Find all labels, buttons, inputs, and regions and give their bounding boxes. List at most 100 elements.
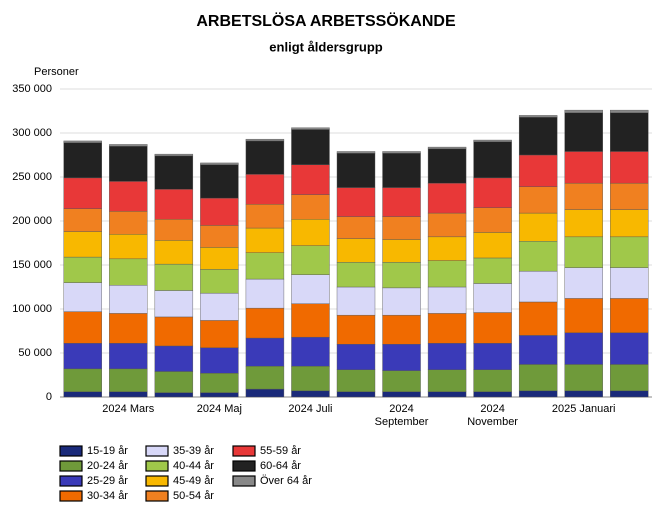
bar-segment: [610, 209, 649, 238]
bar-segment: [382, 391, 421, 398]
bar-segment: [200, 197, 239, 226]
y-tick-label: 250 000: [12, 171, 52, 183]
bar-segment: [382, 216, 421, 240]
bar-segment: [518, 154, 558, 187]
bar-segment: [63, 142, 102, 179]
bar-segment: [382, 370, 421, 392]
bar-segment: [382, 314, 421, 345]
bar-segment: [109, 391, 148, 398]
bar-segment: [427, 369, 467, 392]
bar-segment: [427, 182, 467, 214]
bar-segment: [518, 115, 558, 118]
y-tick-label: 100 000: [12, 303, 52, 315]
bar-segment: [336, 344, 376, 370]
bar-segment: [382, 287, 421, 316]
legend-label: 45-49 år: [173, 475, 214, 487]
legend-label: 30-34 år: [87, 490, 128, 502]
bar-segment: [564, 390, 603, 398]
bar-segment: [473, 141, 512, 179]
bar-segment: [564, 109, 603, 113]
bar-segment: [200, 292, 239, 321]
bar-segment: [518, 270, 558, 303]
bar-segment: [200, 392, 239, 398]
legend-label: 60-64 år: [260, 460, 301, 472]
bar-segment: [564, 332, 603, 365]
bar-segment: [564, 151, 603, 184]
bar-segment: [245, 252, 285, 280]
bar-segment: [63, 231, 102, 258]
bar-segment: [291, 219, 330, 246]
bar-segment: [610, 390, 649, 398]
bar-segment: [63, 140, 102, 143]
bar-segment: [336, 369, 376, 392]
bar-segment: [154, 240, 194, 265]
bar-segment: [382, 262, 421, 289]
bar-segment: [154, 290, 194, 318]
bar-segment: [245, 337, 285, 367]
bar-segment: [473, 232, 512, 259]
bar-segment: [610, 332, 649, 365]
bar-segment: [336, 216, 376, 239]
bar-segment: [109, 313, 148, 344]
bar-segment: [63, 282, 102, 312]
bar-segment: [564, 236, 603, 268]
x-tick-label: 2024 September: [374, 403, 429, 428]
bar-segment: [564, 112, 603, 152]
bar-segment: [245, 138, 285, 142]
bar-segment: [382, 153, 421, 188]
bar-segment: [473, 283, 512, 313]
legend-label: 50-54 år: [173, 490, 214, 502]
bar-segment: [291, 390, 330, 398]
bar-segment: [382, 344, 421, 371]
bar-segment: [291, 129, 330, 165]
bar-segment: [109, 211, 148, 235]
bar-segment: [154, 392, 194, 398]
bar-segment: [245, 174, 285, 205]
bar-segment: [518, 335, 558, 365]
bar-segment: [427, 313, 467, 344]
bar-segment: [518, 116, 558, 156]
bar-segment: [63, 256, 102, 283]
bar-segment: [154, 155, 194, 190]
bar-segment: [63, 177, 102, 209]
bar-segment: [245, 227, 285, 253]
bar-segment: [382, 187, 421, 217]
bar-segment: [427, 212, 467, 238]
bar-segment: [610, 236, 649, 268]
bar-segment: [336, 314, 376, 345]
legend-swatch: [59, 460, 83, 472]
legend-swatch: [232, 460, 256, 472]
bar-segment: [109, 368, 148, 392]
bar-segment: [245, 366, 285, 390]
legend-swatch: [59, 490, 83, 502]
bar-segment: [200, 247, 239, 270]
bar-segment: [518, 212, 558, 242]
x-tick-label: 2024 November: [467, 403, 518, 428]
bar-segment: [200, 347, 239, 374]
bar-segment: [291, 274, 330, 304]
y-tick-label: 150 000: [12, 259, 52, 271]
legend-label: 20-24 år: [87, 460, 128, 472]
bar-segment: [610, 267, 649, 299]
bar-segment: [610, 151, 649, 184]
legend-label: 40-44 år: [173, 460, 214, 472]
bar-segment: [154, 153, 194, 157]
bar-segment: [154, 189, 194, 220]
x-tick-label: 2024 Maj: [196, 403, 242, 415]
bar-segment: [109, 145, 148, 182]
y-axis-label: Personer: [34, 66, 79, 78]
legend-swatch: [59, 475, 83, 487]
legend-label: 55-59 år: [260, 445, 301, 457]
bar-segment: [63, 391, 102, 398]
bar-segment: [473, 139, 512, 142]
bar-segment: [154, 345, 194, 372]
y-tick-label: 300 000: [12, 127, 52, 139]
x-tick-label: 2024 Mars: [102, 403, 155, 415]
bar-segment: [427, 343, 467, 370]
bar-segment: [109, 343, 148, 370]
bar-segment: [473, 343, 512, 370]
bar-segment: [610, 182, 649, 210]
bar-segment: [427, 236, 467, 261]
legend-swatch: [145, 475, 169, 487]
